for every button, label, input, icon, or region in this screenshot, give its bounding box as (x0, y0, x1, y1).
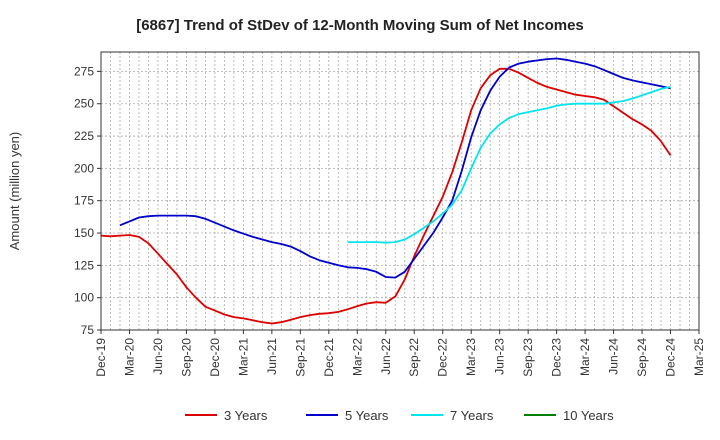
y-tick-labels: 75 100 125 150 175 200 225 250 275 (74, 64, 101, 337)
legend-label-0: 3 Years (224, 408, 268, 423)
series-line-1 (119, 57, 671, 279)
x-tick-label-12: Dec-22 (436, 338, 450, 377)
x-tick-label-3: Sep-20 (179, 338, 193, 377)
x-tick-label-5: Mar-21 (236, 338, 250, 376)
x-tick-label-7: Sep-21 (293, 338, 307, 377)
x-tick-label-1: Mar-20 (122, 338, 136, 376)
x-tick-label-21: Mar-25 (692, 338, 706, 376)
y-tick-label-0: 75 (81, 323, 95, 337)
plot-frame (100, 51, 700, 331)
series-layer (100, 57, 672, 325)
y-tick-label-6: 225 (74, 129, 94, 143)
x-tick-label-11: Sep-22 (407, 338, 421, 377)
y-tick-label-7: 250 (74, 97, 94, 111)
x-tick-label-16: Dec-23 (550, 338, 564, 377)
y-tick-label-4: 175 (74, 194, 94, 208)
legend-label-2: 7 Years (450, 408, 494, 423)
x-tick-label-18: Jun-24 (607, 338, 621, 375)
y-tick-label-2: 125 (74, 258, 94, 272)
x-tick-label-20: Dec-24 (664, 338, 678, 377)
x-tick-label-13: Mar-23 (464, 338, 478, 376)
x-tick-label-10: Jun-22 (379, 338, 393, 375)
x-tick-label-15: Sep-23 (521, 338, 535, 377)
legend-label-3: 10 Years (563, 408, 614, 423)
y-tick-label-8: 275 (74, 64, 94, 78)
y-tick-label-1: 100 (74, 291, 94, 305)
x-tick-label-4: Dec-20 (208, 338, 222, 377)
x-tick-label-19: Sep-24 (635, 338, 649, 377)
legend: 3 Years 5 Years 7 Years 10 Years (185, 408, 614, 423)
y-tick-label-3: 150 (74, 226, 94, 240)
x-tick-label-8: Dec-21 (322, 338, 336, 377)
x-tick-labels: Dec-19 Mar-20 Jun-20 Sep-20 Dec-20 Mar-21 Jun-… (94, 330, 706, 377)
x-tick-label-2: Jun-20 (151, 338, 165, 375)
series-line-2 (347, 86, 671, 244)
x-tick-label-0: Dec-19 (94, 338, 108, 377)
legend-label-1: 5 Years (345, 408, 389, 423)
x-tick-label-17: Mar-24 (578, 338, 592, 376)
x-tick-label-6: Jun-21 (265, 338, 279, 375)
y-axis-title: Amount (million yen) (7, 132, 22, 251)
chart-title: [6867] Trend of StDev of 12-Month Moving… (136, 17, 584, 34)
series-line-0 (100, 67, 672, 325)
y-tick-label-5: 200 (74, 161, 94, 175)
x-tick-label-14: Jun-23 (493, 338, 507, 375)
x-tick-label-9: Mar-22 (350, 338, 364, 376)
